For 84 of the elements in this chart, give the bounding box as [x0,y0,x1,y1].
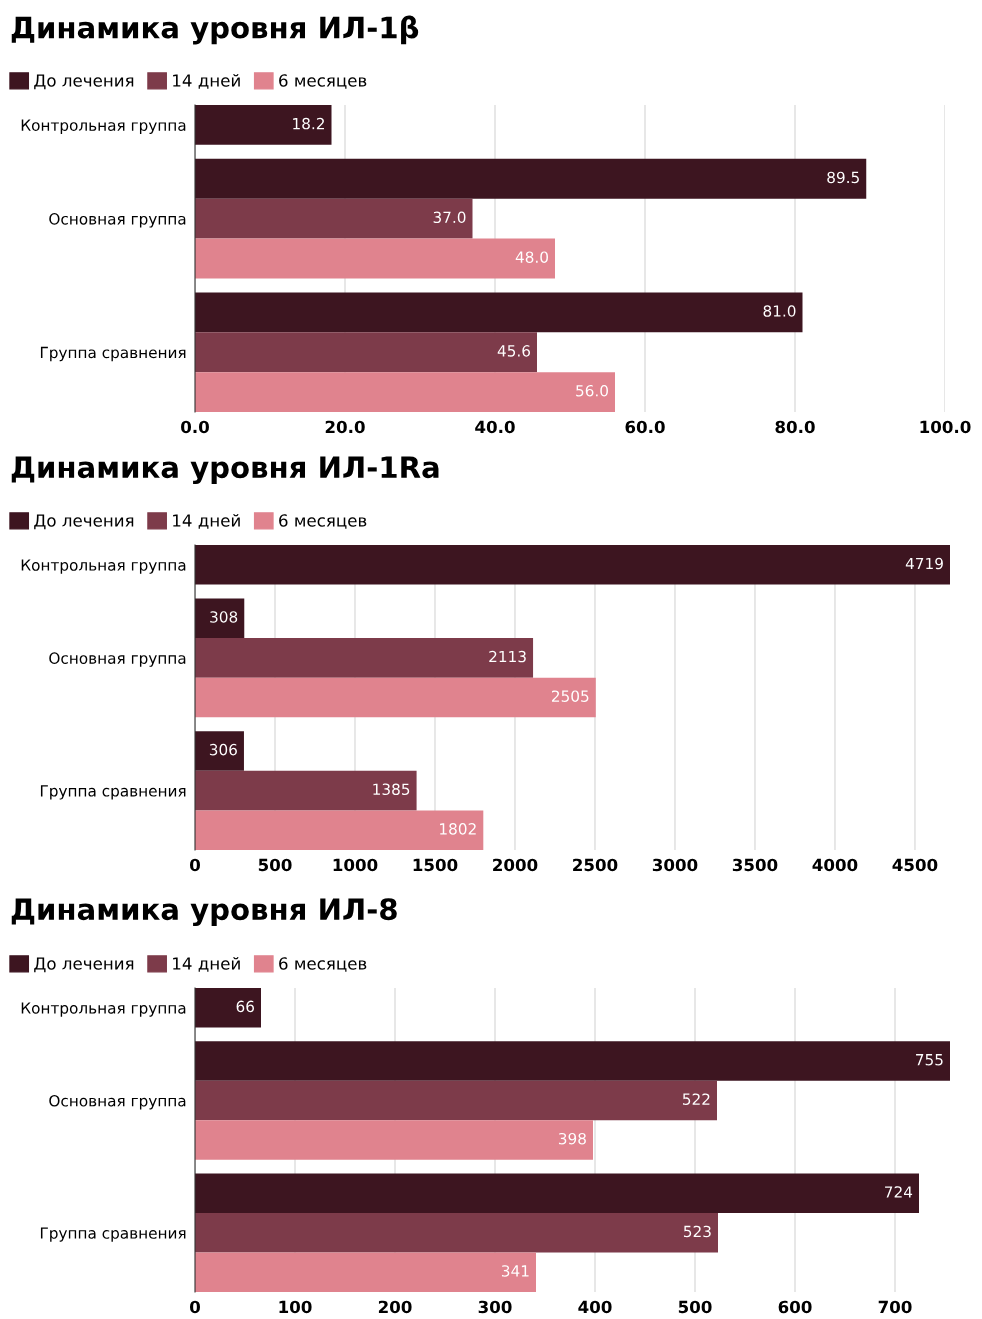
bar [195,1173,919,1214]
bar [195,198,473,239]
x-tick-label: 400 [578,1300,612,1314]
x-tick-label: 1500 [413,858,458,872]
x-tick-label: 300 [478,1300,512,1314]
y-tick-label: Группа сравнения [40,785,186,800]
bar [195,1041,950,1081]
data-label: 66 [236,1000,254,1013]
bar [195,1080,717,1121]
chart-title: Динамика уровня ИЛ-1Ra [11,456,439,485]
x-tick-label: 600 [778,1300,812,1314]
x-tick-label: 1000 [333,858,378,872]
data-label: 1385 [373,783,410,796]
x-tick-label: 200 [378,1300,412,1314]
y-tick-label: Контрольная группа [21,119,186,134]
y-tick-label: Группа сравнения [40,1227,186,1242]
data-label: 48.0 [515,251,548,263]
data-label: 4719 [905,557,943,570]
x-tick-label: 80.0 [775,420,815,434]
bar [195,1252,536,1292]
bar [195,1213,718,1253]
y-tick-label: Основная группа [49,213,186,228]
bar [195,770,417,811]
data-label: 522 [682,1093,710,1105]
x-tick-label: 100.0 [920,420,971,434]
data-label: 89.5 [827,171,859,184]
data-label: 1802 [440,823,476,835]
data-label: 18.2 [293,117,324,130]
legend-label: 6 месяцев [279,514,367,529]
data-label: 398 [558,1132,586,1145]
bar [195,1120,593,1160]
legend-label: До лечения [34,957,134,973]
legend-label: 6 месяцев [279,74,367,89]
x-tick-label: 40.0 [475,420,515,434]
legend-label: До лечения [34,74,134,90]
data-label: 755 [916,1054,943,1066]
x-tick-label: 20.0 [325,420,365,434]
x-tick-label: 700 [878,1300,912,1314]
y-tick-label: Контрольная группа [21,1002,186,1017]
x-tick-label: 100 [279,1300,312,1314]
legend-label: 14 дней [173,956,240,972]
bar [195,810,484,850]
legend-label: 14 дней [173,513,240,529]
data-label: 37.0 [433,211,466,224]
x-tick-label: 0 [190,1300,200,1314]
data-label: 724 [885,1186,913,1198]
x-tick-label: 0 [190,858,200,872]
y-tick-label: Основная группа [49,652,186,667]
x-tick-label: 4500 [892,858,938,872]
bar [195,731,244,771]
data-label: 2113 [489,650,526,663]
data-label: 45.6 [497,345,531,357]
x-tick-label: 60.0 [625,420,665,434]
x-tick-label: 500 [258,858,292,872]
data-label: 2505 [551,690,589,702]
legend-label: 14 дней [173,73,240,89]
data-label: 341 [501,1265,529,1277]
chart-title: Динамика уровня ИЛ-8 [11,898,397,927]
legend-label: До лечения [34,514,134,530]
chart-title: Динамика уровня ИЛ-1β [11,15,419,45]
x-tick-label: 2000 [493,858,538,872]
data-label: 56.0 [576,384,608,397]
data-label: 306 [209,743,237,756]
x-tick-label: 0.0 [181,420,209,434]
data-label: 308 [210,611,238,623]
legend-label: 6 месяцев [279,957,367,972]
bar [195,292,803,333]
bar [195,372,615,412]
bar [195,638,534,678]
x-tick-label: 4000 [812,858,858,872]
y-tick-label: Группа сравнения [40,346,186,362]
bar [195,238,555,279]
data-label: 523 [683,1225,711,1238]
x-tick-label: 500 [678,1300,712,1314]
bar [195,158,867,199]
x-tick-label: 2500 [573,858,618,872]
y-tick-label: Контрольная группа [21,559,186,574]
x-tick-label: 3500 [732,858,778,872]
data-label: 81.0 [763,305,796,317]
bar [195,598,245,639]
bar [195,677,596,718]
x-tick-label: 3000 [652,858,698,872]
y-tick-label: Основная группа [49,1094,186,1110]
bar [195,332,537,373]
